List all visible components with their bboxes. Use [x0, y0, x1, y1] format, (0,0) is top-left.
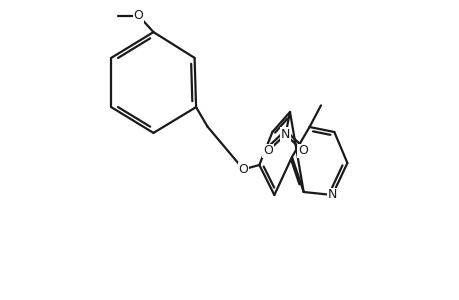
Text: N: N — [327, 188, 336, 202]
Text: O: O — [238, 163, 248, 176]
Text: N: N — [280, 128, 290, 141]
Text: O: O — [263, 145, 273, 158]
Text: O: O — [297, 145, 307, 158]
Text: O: O — [133, 9, 143, 22]
